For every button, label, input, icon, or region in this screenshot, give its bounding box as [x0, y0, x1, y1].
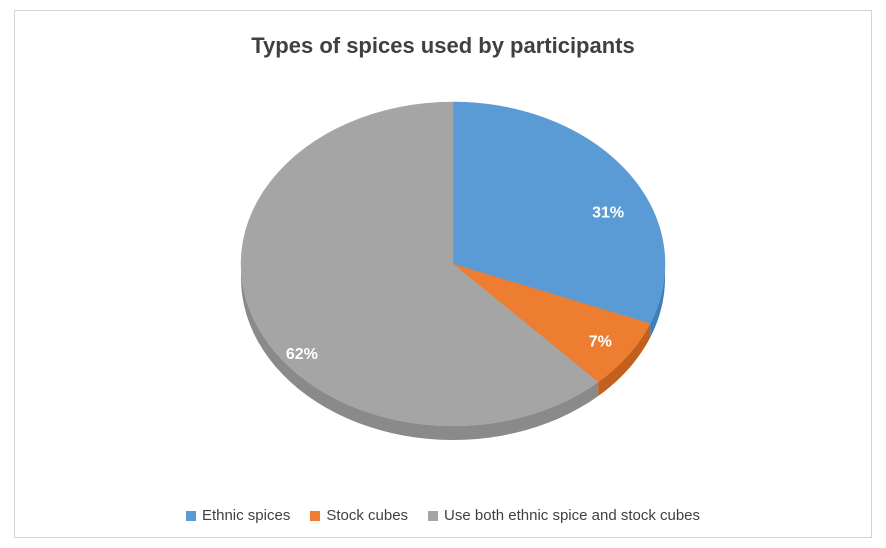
legend-item-2: Use both ethnic spice and stock cubes — [428, 507, 700, 524]
pie-chart: 31% 7% 62% — [240, 101, 666, 440]
legend-swatch-0 — [185, 510, 196, 521]
legend-swatch-1 — [310, 510, 321, 521]
legend-label-0: Ethnic spices — [201, 507, 291, 524]
legend-label-2: Use both ethnic spice and stock cubes — [444, 507, 701, 524]
legend-item-1: Stock cubes — [310, 507, 408, 524]
chart-area: Types of spices used by participants 31%… — [14, 10, 872, 538]
pie-side-0 — [650, 264, 665, 338]
legend-item-0: Ethnic spices — [185, 507, 291, 524]
pie-slice-0 — [452, 101, 666, 324]
pie-slice-1 — [452, 263, 651, 383]
data-label-2: 62% — [286, 346, 318, 363]
chart-title: Types of spices used by participants — [251, 33, 635, 58]
data-label-0: 31% — [592, 205, 624, 222]
legend-label-1: Stock cubes — [326, 507, 409, 524]
legend: Ethnic spices Stock cubes Use both ethnic … — [15, 507, 871, 524]
data-label-1: 7% — [589, 334, 612, 351]
legend-swatch-2 — [428, 510, 439, 521]
pie-slice-2 — [240, 101, 599, 427]
